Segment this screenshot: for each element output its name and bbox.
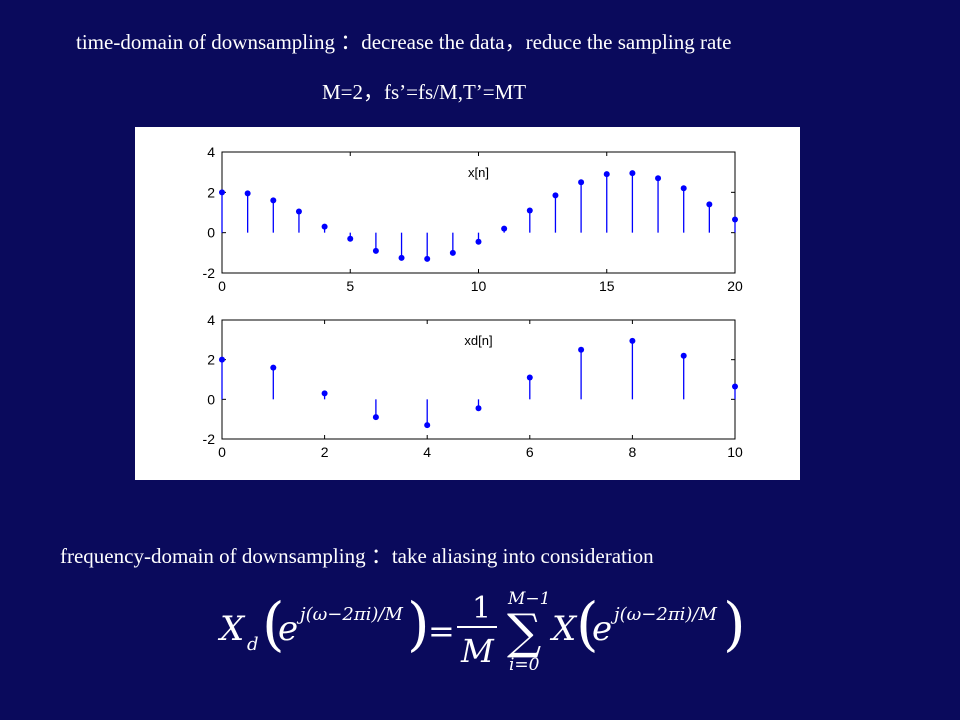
- x-tick-label: 4: [423, 444, 431, 460]
- stem-marker: [321, 390, 328, 397]
- formula-fraction-denominator: M: [460, 632, 495, 670]
- y-tick-label: 2: [207, 352, 215, 368]
- plot-axes-box: [221, 319, 736, 440]
- stem-marker: [295, 208, 302, 215]
- stem-marker: [475, 238, 482, 245]
- formula-equals: =: [428, 612, 455, 650]
- formula-sum-lower: i=0: [509, 655, 540, 675]
- x-tick-label: 2: [321, 444, 329, 460]
- y-tick-label: 4: [207, 312, 215, 328]
- formula-rhs-X: X: [549, 609, 578, 649]
- stem-marker: [424, 422, 431, 429]
- stem-marker: [706, 201, 713, 208]
- stem-marker: [655, 175, 662, 182]
- stem-marker: [578, 346, 585, 353]
- plot-title: x[n]: [468, 165, 489, 180]
- downsampling-parameters: M=2，fs’=fs/M,T’=MT: [322, 80, 527, 104]
- x-tick-label: 10: [727, 444, 743, 460]
- stem-marker: [449, 249, 456, 256]
- formula-right-paren-2: ): [723, 590, 746, 658]
- formula-rhs-exponent: j(ω−2πi)/M: [610, 604, 717, 625]
- stem-marker: [347, 235, 354, 242]
- stem-marker: [629, 170, 636, 177]
- stem-marker: [629, 337, 636, 344]
- formula-svg: X d ( e j(ω−2πi)/M ) = 1 M M−1 ∑ i=0 X (…: [217, 589, 746, 675]
- x-tick-label: 15: [599, 278, 615, 294]
- stem-marker: [424, 255, 431, 262]
- plot-axes-box: [221, 151, 736, 274]
- stem-marker: [398, 254, 405, 261]
- stem-marker: [270, 364, 277, 371]
- stem-marker: [219, 189, 225, 196]
- x-tick-label: 0: [218, 444, 226, 460]
- formula-right-paren-1: ): [407, 590, 430, 658]
- stem-marker: [244, 190, 251, 197]
- x-tick-label: 5: [346, 278, 354, 294]
- frequency-domain-heading: frequency-domain of downsampling ：take a…: [60, 544, 654, 568]
- y-tick-label: -2: [203, 265, 216, 281]
- stem-marker: [680, 352, 687, 359]
- stem-marker: [732, 216, 738, 223]
- stem-marker: [475, 405, 482, 412]
- time-domain-heading: time-domain of downsampling ：decrease th…: [76, 30, 732, 54]
- stem-marker: [603, 171, 610, 178]
- stem-marker: [321, 223, 328, 230]
- stem-marker: [501, 225, 508, 232]
- stem-marker: [270, 197, 277, 204]
- y-tick-label: 0: [207, 391, 215, 407]
- formula-rhs-e: e: [592, 609, 612, 649]
- x-tick-label: 8: [629, 444, 637, 460]
- plot-title: xd[n]: [464, 333, 492, 348]
- stem-marker: [732, 383, 738, 390]
- y-tick-label: 0: [207, 225, 215, 241]
- stem-marker: [219, 356, 225, 363]
- formula-left-paren-2: (: [576, 590, 599, 658]
- y-tick-label: 4: [207, 144, 215, 160]
- aliasing-formula: X d ( e j(ω−2πi)/M ) = 1 M M−1 ∑ i=0 X (…: [195, 580, 775, 680]
- formula-fraction-numerator: 1: [472, 591, 491, 626]
- stem-marker: [526, 374, 533, 381]
- y-tick-label: 2: [207, 184, 215, 200]
- formula-lhs-exponent: j(ω−2πi)/M: [296, 604, 403, 625]
- formula-sum-upper: M−1: [507, 589, 550, 609]
- formula-lhs-e: e: [278, 609, 298, 649]
- stem-marker: [680, 185, 687, 192]
- formula-lhs-X: X: [217, 609, 246, 649]
- formula-left-paren-1: (: [262, 590, 285, 658]
- x-tick-label: 20: [727, 278, 743, 294]
- stem-marker: [526, 207, 533, 214]
- x-tick-label: 0: [218, 278, 226, 294]
- formula-lhs-subscript: d: [247, 634, 259, 655]
- x-tick-label: 10: [471, 278, 487, 294]
- stem-marker: [552, 192, 559, 199]
- x-tick-label: 6: [526, 444, 534, 460]
- formula-sum-symbol: ∑: [507, 604, 541, 660]
- stem-marker: [578, 179, 585, 186]
- stem-marker: [372, 414, 379, 421]
- stem-plot-figure: 0 5 10 15 20 -2 0 2 4 x[n] 0 2 4 6 8 10 -2 0 2 4 xd[n]: [135, 127, 800, 480]
- stem-marker: [372, 247, 379, 254]
- y-tick-label: -2: [203, 431, 216, 447]
